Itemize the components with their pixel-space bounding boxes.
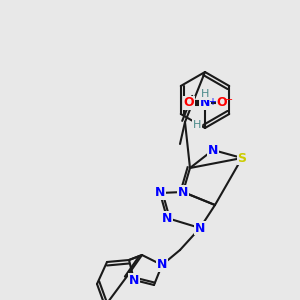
Text: N: N [155, 187, 165, 200]
Text: −: − [225, 95, 233, 105]
Text: N: N [200, 97, 210, 110]
Text: N: N [157, 259, 167, 272]
Text: N: N [162, 212, 172, 224]
Text: H: H [193, 120, 201, 130]
Text: S: S [238, 152, 247, 164]
Text: O: O [217, 97, 227, 110]
Text: +: + [208, 97, 216, 107]
Text: N: N [195, 221, 205, 235]
Text: N: N [129, 274, 139, 286]
Text: N: N [208, 143, 218, 157]
Text: O: O [184, 97, 194, 110]
Text: H: H [201, 89, 209, 99]
Text: N: N [178, 185, 188, 199]
